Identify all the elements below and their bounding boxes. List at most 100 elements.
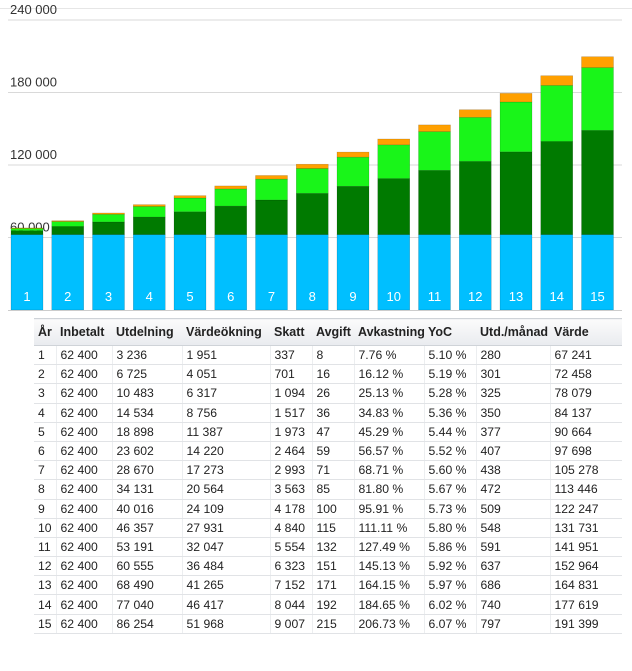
- table-cell: 62 400: [56, 364, 113, 385]
- bar-segment: [336, 185, 370, 235]
- bar-category-label: 7: [268, 289, 275, 304]
- table-cell: 18 898: [112, 422, 183, 442]
- table-cell: 5.97 %: [424, 575, 477, 596]
- table-cell: 62 400: [56, 403, 113, 423]
- table-cell: 16: [312, 364, 355, 385]
- table-cell: 10: [34, 518, 57, 538]
- bar-category-label: 13: [509, 289, 523, 304]
- bar-segment: [51, 226, 84, 235]
- bar-segment: [540, 141, 573, 235]
- table-cell: 62 400: [56, 537, 113, 558]
- table-cell: 1 951: [182, 345, 271, 366]
- bar-segment: [499, 101, 533, 153]
- bar-category-label: 10: [387, 289, 401, 304]
- bar-segment: [173, 211, 207, 235]
- table-cell: 51 968: [182, 614, 271, 634]
- bar-category-label: 1: [23, 289, 30, 304]
- table-cell: 78 079: [550, 383, 622, 404]
- table-cell: 113 446: [550, 479, 622, 500]
- table-cell: 6.02 %: [424, 594, 477, 615]
- column-header: Avkastning: [354, 318, 425, 346]
- table-cell: 13: [34, 575, 57, 596]
- table-cell: 122 247: [550, 499, 622, 519]
- bar-segment: [214, 234, 247, 311]
- table-cell: 23 602: [112, 441, 183, 462]
- table-row: 13 62 400 68 490 41 265 7 152 171 164.15 % 5.97…: [34, 575, 622, 596]
- table-cell: 32 047: [182, 537, 271, 558]
- bar-segment: [51, 220, 84, 222]
- table-cell: 5.10 %: [424, 345, 477, 366]
- table-cell: 192: [312, 594, 355, 615]
- bar-segment: [51, 221, 84, 227]
- table-row: 6 62 400 23 602 14 220 2 464 59 56.57 % 5.52 % 4…: [34, 441, 622, 462]
- bar-segment: [214, 185, 247, 190]
- bar-segment: [336, 151, 370, 158]
- table-cell: 191 399: [550, 614, 622, 634]
- bar-segment: [296, 193, 329, 235]
- table-cell: 115: [312, 518, 355, 538]
- table-row: 12 62 400 60 555 36 484 6 323 151 145.13 % 5.92…: [34, 556, 622, 577]
- table-cell: 3: [34, 383, 57, 404]
- bar-segment: [10, 230, 44, 235]
- bar-segment: [133, 216, 166, 235]
- table-cell: 105 278: [550, 460, 622, 481]
- table-cell: 68.71 %: [354, 460, 425, 481]
- table-cell: 67 241: [550, 345, 622, 366]
- column-header: Utdelning: [112, 318, 182, 346]
- table-cell: 85: [312, 479, 355, 500]
- table-cell: 97 698: [550, 441, 622, 462]
- table-cell: 5.19 %: [424, 364, 477, 385]
- table-cell: 28 670: [112, 460, 183, 481]
- bar-segment: [51, 234, 84, 311]
- table-cell: 62 400: [56, 345, 113, 366]
- column-header: Värdeökning: [182, 318, 270, 346]
- table-cell: 14: [34, 594, 57, 615]
- table-cell: 686: [476, 575, 551, 596]
- table-cell: 5 554: [270, 537, 313, 558]
- table-cell: 2: [34, 364, 57, 385]
- table-cell: 77 040: [112, 594, 183, 615]
- table-cell: 164 831: [550, 575, 622, 596]
- bars-group: [10, 56, 614, 311]
- table-cell: 2 464: [270, 441, 313, 462]
- column-header: YoC: [424, 318, 476, 346]
- table-cell: 62 400: [56, 460, 113, 481]
- table-cell: 6.07 %: [424, 614, 477, 634]
- table-cell: 7 152: [270, 575, 313, 596]
- table-cell: 5.73 %: [424, 499, 477, 519]
- column-header: Skatt: [270, 318, 312, 346]
- table-cell: 11: [34, 537, 57, 558]
- table-cell: 100: [312, 499, 355, 519]
- table-cell: 71: [312, 460, 355, 481]
- bar-segment: [92, 214, 125, 223]
- table-cell: 5.80 %: [424, 518, 477, 538]
- table-cell: 60 555: [112, 556, 183, 577]
- table-cell: 8 044: [270, 594, 313, 615]
- bar-segment: [540, 85, 573, 142]
- table-row: 10 62 400 46 357 27 931 4 840 115 111.11 % 5.80…: [34, 518, 622, 538]
- table-cell: 1 094: [270, 383, 313, 404]
- table-cell: 4 840: [270, 518, 313, 538]
- y-tick-label: 120 000: [10, 147, 57, 162]
- bar-segment: [255, 175, 288, 180]
- table-cell: 62 400: [56, 479, 113, 500]
- table-cell: 8: [34, 479, 57, 500]
- table-cell: 62 400: [56, 499, 113, 519]
- table-cell: 151: [312, 556, 355, 577]
- table-cell: 5.52 %: [424, 441, 477, 462]
- table-cell: 15: [34, 614, 57, 634]
- table-cell: 25.13 %: [354, 383, 425, 404]
- table-cell: 56.57 %: [354, 441, 425, 462]
- table-cell: 90 664: [550, 422, 622, 442]
- table-cell: 62 400: [56, 594, 113, 615]
- bar-segment: [377, 138, 410, 146]
- table-cell: 86 254: [112, 614, 183, 634]
- table-cell: 14 534: [112, 403, 183, 423]
- table-cell: 81.80 %: [354, 479, 425, 500]
- table-row: 7 62 400 28 670 17 273 2 993 71 68.71 % 5.60 % 4…: [34, 460, 622, 481]
- results-table: År Inbetalt Utdelning Värdeökning Skatt Avgif…: [34, 318, 622, 634]
- table-cell: 53 191: [112, 537, 183, 558]
- table-cell: 62 400: [56, 441, 113, 462]
- bar-category-label: 6: [227, 289, 234, 304]
